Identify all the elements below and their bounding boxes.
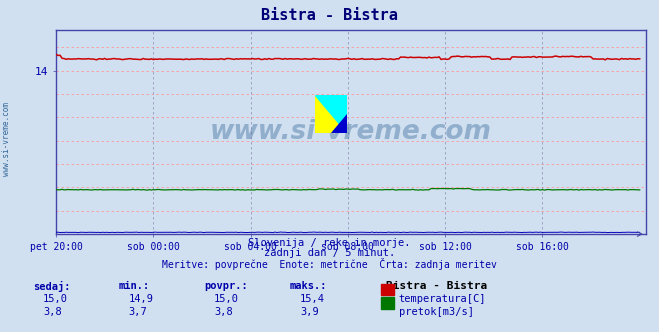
- Text: 14,9: 14,9: [129, 294, 154, 304]
- Text: maks.:: maks.:: [290, 281, 328, 290]
- Text: www.si-vreme.com: www.si-vreme.com: [210, 119, 492, 145]
- Text: sedaj:: sedaj:: [33, 281, 71, 291]
- Text: 3,8: 3,8: [43, 307, 61, 317]
- Polygon shape: [315, 95, 347, 133]
- Text: temperatura[C]: temperatura[C]: [399, 294, 486, 304]
- Text: 15,0: 15,0: [214, 294, 239, 304]
- Text: min.:: min.:: [119, 281, 150, 290]
- Text: 3,7: 3,7: [129, 307, 147, 317]
- Text: Slovenija / reke in morje.: Slovenija / reke in morje.: [248, 238, 411, 248]
- Text: 3,8: 3,8: [214, 307, 233, 317]
- Text: 15,4: 15,4: [300, 294, 325, 304]
- Polygon shape: [315, 95, 347, 133]
- Text: Bistra - Bistra: Bistra - Bistra: [386, 281, 487, 290]
- Text: Meritve: povprečne  Enote: metrične  Črta: zadnja meritev: Meritve: povprečne Enote: metrične Črta:…: [162, 258, 497, 270]
- Text: www.si-vreme.com: www.si-vreme.com: [2, 103, 11, 176]
- Text: pretok[m3/s]: pretok[m3/s]: [399, 307, 474, 317]
- Text: zadnji dan / 5 minut.: zadnji dan / 5 minut.: [264, 248, 395, 258]
- Text: 15,0: 15,0: [43, 294, 68, 304]
- Text: povpr.:: povpr.:: [204, 281, 248, 290]
- Text: 3,9: 3,9: [300, 307, 318, 317]
- Text: Bistra - Bistra: Bistra - Bistra: [261, 8, 398, 23]
- Polygon shape: [331, 114, 347, 133]
